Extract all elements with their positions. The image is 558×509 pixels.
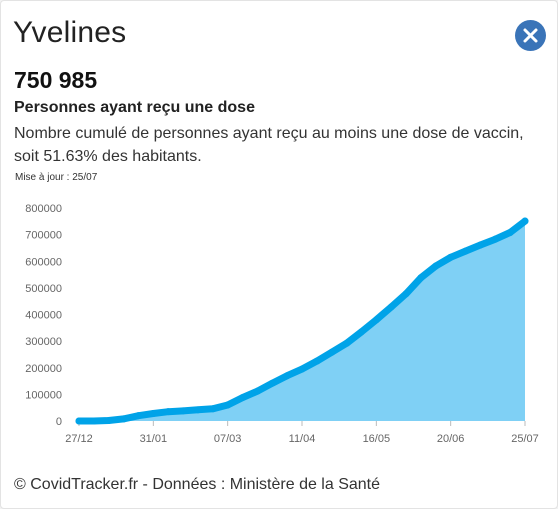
- x-tick-label: 25/07: [511, 433, 539, 445]
- x-tick-label: 27/12: [65, 433, 93, 445]
- y-tick-label: 400000: [25, 310, 62, 322]
- y-tick-label: 0: [56, 416, 62, 428]
- data-point: [402, 290, 410, 298]
- data-point: [253, 387, 261, 395]
- y-tick-label: 800000: [25, 203, 62, 215]
- data-point: [209, 405, 217, 413]
- x-tick-label: 31/01: [140, 433, 168, 445]
- y-tick-label: 500000: [25, 283, 62, 295]
- total-value: 750 985: [14, 67, 98, 93]
- metric-description: Nombre cumulé de personnes ayant reçu au…: [14, 125, 524, 165]
- data-point: [417, 274, 425, 282]
- data-point: [447, 253, 455, 261]
- data-point: [164, 408, 172, 416]
- source-footer: © CovidTracker.fr - Données : Ministère …: [14, 476, 381, 493]
- x-tick-label: 07/03: [214, 433, 242, 445]
- close-button[interactable]: [515, 20, 546, 51]
- data-point: [521, 217, 529, 225]
- data-point: [239, 394, 247, 402]
- data-point: [283, 372, 291, 380]
- data-point: [476, 241, 484, 249]
- data-point: [432, 262, 440, 270]
- data-point: [224, 401, 232, 409]
- data-point: [105, 416, 113, 424]
- update-date: Mise à jour : 25/07: [15, 172, 98, 183]
- data-point: [194, 406, 202, 414]
- data-point: [506, 228, 514, 236]
- x-tick-label: 20/06: [437, 433, 465, 445]
- data-point: [179, 407, 187, 415]
- y-axis: 0 100000 200000 300000 400000 500000 600000 700…: [25, 203, 62, 428]
- data-point: [491, 235, 499, 243]
- data-point: [298, 365, 306, 373]
- data-points: [75, 217, 529, 425]
- y-tick-label: 300000: [25, 336, 62, 348]
- data-point: [313, 357, 321, 365]
- x-axis: 27/12 31/01 07/03 11/04 16/05 20/06 25/07: [65, 421, 539, 445]
- y-tick-label: 600000: [25, 256, 62, 268]
- data-point: [120, 415, 128, 423]
- data-point: [75, 417, 83, 425]
- data-point: [357, 328, 365, 336]
- y-tick-label: 200000: [25, 363, 62, 375]
- y-tick-label: 700000: [25, 230, 62, 242]
- close-icon: [523, 28, 538, 43]
- y-tick-label: 100000: [25, 389, 62, 401]
- data-point: [462, 247, 470, 255]
- data-point: [149, 410, 157, 418]
- area-fill: [79, 221, 525, 421]
- page-title: Yvelines: [13, 16, 127, 49]
- data-point: [372, 316, 380, 324]
- data-point: [387, 303, 395, 311]
- metric-title: Personnes ayant reçu une dose: [14, 99, 255, 116]
- data-point: [343, 339, 351, 347]
- data-point: [134, 412, 142, 420]
- data-point: [90, 417, 98, 425]
- cumulative-vaccination-chart: 0 100000 200000 300000 400000 500000 600000 700…: [25, 203, 539, 445]
- data-point: [328, 348, 336, 356]
- x-tick-label: 16/05: [363, 433, 391, 445]
- data-point: [268, 379, 276, 387]
- x-tick-label: 11/04: [289, 433, 316, 445]
